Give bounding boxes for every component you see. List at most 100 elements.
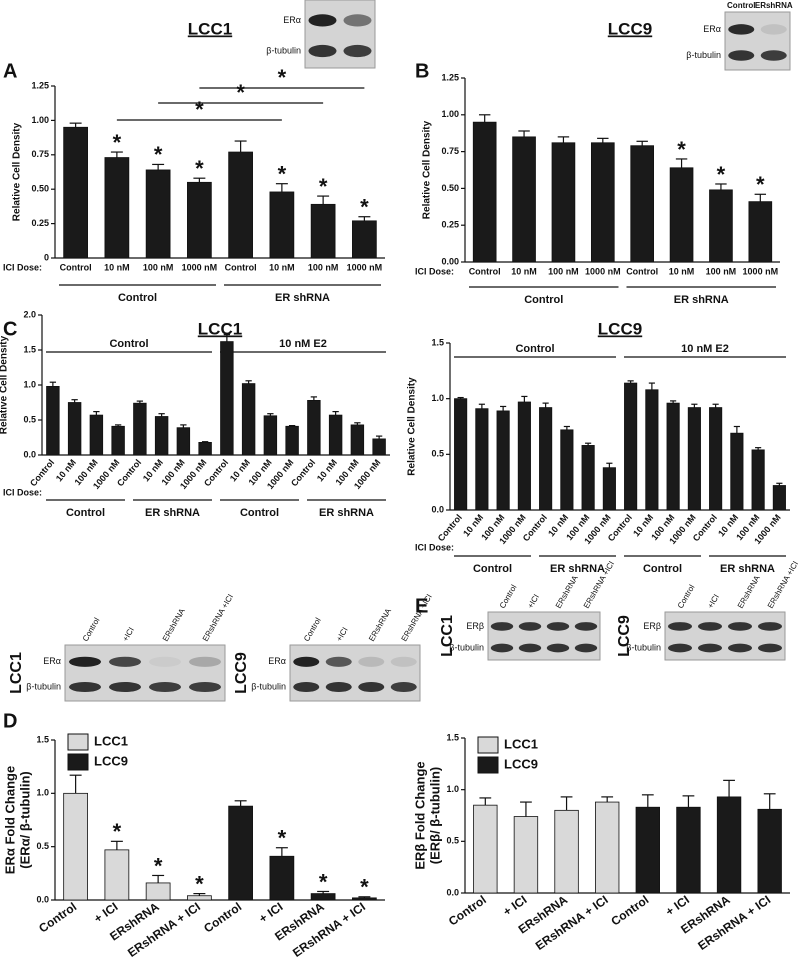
blot-lane-label: Control (302, 616, 323, 643)
significance-star: * (113, 819, 122, 844)
x-tick-label: Control (60, 262, 92, 272)
blot-band (189, 681, 221, 693)
significance-star: * (756, 172, 765, 197)
chart-title: LCC9 (598, 319, 642, 338)
bar (560, 429, 574, 511)
significance-star: * (360, 875, 369, 900)
blot-lane-label: Control (676, 583, 697, 610)
blot-lane-label: Control (727, 1, 755, 10)
blot-band (546, 643, 570, 653)
bar (104, 849, 130, 901)
y-axis-label: Relative Cell Density (422, 120, 433, 219)
blot (724, 11, 791, 71)
bar (772, 485, 786, 511)
y-axis-label: ERβ Fold Change (412, 761, 427, 869)
blot-row-label: ERα (43, 656, 61, 666)
blot-row-label: ERβ (466, 621, 484, 631)
significance-star: * (319, 869, 328, 894)
blot-band (546, 622, 570, 631)
bar (145, 169, 171, 259)
y-axis-label: Relative Cell Density (407, 377, 418, 476)
bar (154, 416, 169, 456)
bar (512, 136, 536, 263)
bar (372, 438, 386, 456)
bar (687, 407, 701, 511)
y-tick-label: 0.5 (36, 841, 49, 851)
significance-star: * (717, 162, 726, 187)
y-tick-label: 1.25 (31, 80, 49, 90)
bar (513, 816, 539, 894)
x-tick-label: 1000 nM (585, 266, 621, 276)
bar (104, 157, 130, 259)
blot-band (69, 681, 101, 693)
chart-title: LCC9 (608, 19, 652, 38)
x-tick-label: + ICI (663, 893, 692, 919)
bar (645, 389, 659, 511)
blot-band (760, 50, 787, 61)
bar (220, 341, 234, 456)
legend-label: LCC9 (504, 756, 538, 771)
blot-band (308, 14, 337, 27)
blot-lane-label: ERshRNA +ICI (201, 593, 235, 644)
blot-row-label: β-tubulin (686, 50, 721, 60)
legend-label: LCC1 (94, 733, 128, 748)
bar (133, 402, 147, 456)
x-tick-label: Control (201, 900, 244, 936)
x-prefix: ICI Dose: (415, 266, 454, 276)
bar (89, 414, 104, 456)
y-tick-label: 0.50 (31, 184, 49, 194)
x-tick-label: Control (436, 512, 464, 543)
bar (310, 893, 336, 901)
blot-row-label: ERα (283, 15, 301, 25)
blot-band (518, 622, 542, 631)
bar (63, 792, 88, 901)
y-tick-label: 0.25 (31, 218, 49, 228)
blot-band (343, 14, 372, 27)
y-tick-label: 0.75 (441, 146, 459, 156)
blot-band (698, 643, 722, 653)
y-tick-label: 0.5 (446, 836, 459, 846)
bracket-star: * (195, 97, 204, 122)
blot-band (760, 24, 787, 35)
bar (595, 801, 620, 894)
blot-band (325, 656, 352, 667)
x-tick-label: Control (469, 266, 501, 276)
y-tick-label: 0.75 (31, 149, 49, 159)
bar (730, 432, 744, 511)
bar (269, 855, 295, 901)
blot-band (728, 24, 755, 35)
x-tick-label: 10 nM (669, 266, 695, 276)
x-prefix: ICI Dose: (3, 487, 42, 497)
y-tick-label: 1.5 (431, 337, 444, 347)
blot-lane-label: Control (81, 616, 102, 643)
significance-star: * (195, 871, 204, 896)
blot-lane-label: +ICI (121, 626, 136, 643)
blot-lane-label: +ICI (526, 593, 541, 610)
y-axis-label: ERα Fold Change (2, 766, 17, 874)
panel-label: E (415, 595, 428, 617)
group-label: ER shRNA (275, 292, 330, 304)
x-tick-label: + ICI (91, 900, 120, 926)
bar (198, 441, 212, 456)
bar (228, 151, 253, 259)
bar (748, 201, 773, 263)
group-label: ER shRNA (674, 294, 729, 306)
bar (581, 445, 595, 511)
blot-band (293, 681, 320, 693)
blot-band (358, 681, 385, 693)
bar (666, 402, 680, 511)
blot-band (574, 643, 598, 653)
legend-label: LCC9 (94, 753, 128, 768)
blot-band (390, 656, 417, 667)
bar (635, 806, 660, 894)
group-label: Control (66, 507, 105, 519)
blot-row-label: ERα (268, 656, 286, 666)
blot-band (343, 44, 372, 58)
panel-label: D (3, 710, 17, 732)
bar (187, 181, 212, 259)
blot (487, 611, 601, 661)
y-tick-label: 1.5 (23, 344, 36, 354)
y-axis-label: (ERα/ β-tubulin) (17, 771, 32, 869)
blot (64, 644, 226, 702)
